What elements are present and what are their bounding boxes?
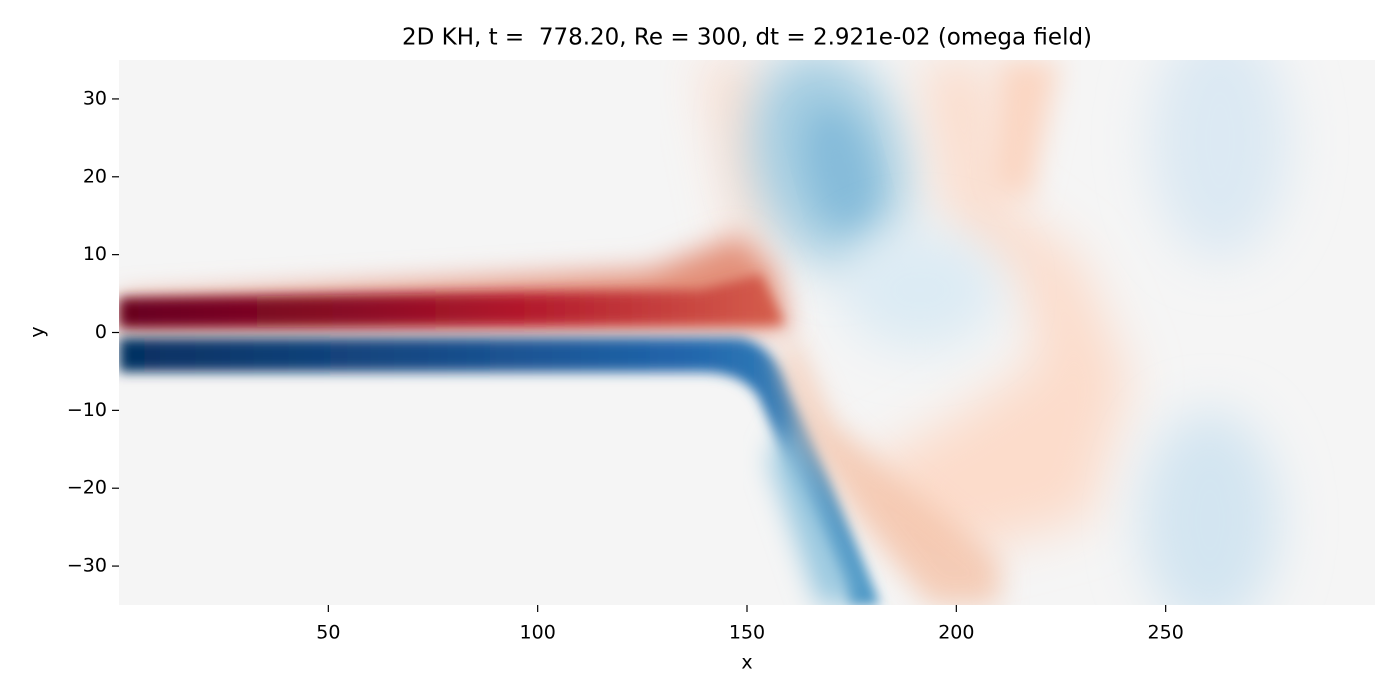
y-axis-label: y xyxy=(27,326,49,337)
y-tick-label: 30 xyxy=(83,87,107,109)
field xyxy=(119,60,1375,605)
x-tick-label: 50 xyxy=(316,622,340,644)
y-tick-label: −20 xyxy=(67,477,107,499)
chart-title: 2D KH, t = 778.20, Re = 300, dt = 2.921e… xyxy=(402,25,1092,51)
y-tick-label: −30 xyxy=(67,555,107,577)
x-axis-label: x xyxy=(741,652,752,674)
x-tick-label: 150 xyxy=(729,622,765,644)
y-tick-label: 20 xyxy=(83,165,107,187)
y-tick-label: −10 xyxy=(67,399,107,421)
x-tick-label: 100 xyxy=(520,622,556,644)
x-tick-label: 250 xyxy=(1148,622,1184,644)
y-tick-label: 0 xyxy=(95,321,107,343)
x-tick-label: 200 xyxy=(938,622,974,644)
y-tick-label: 10 xyxy=(83,243,107,265)
